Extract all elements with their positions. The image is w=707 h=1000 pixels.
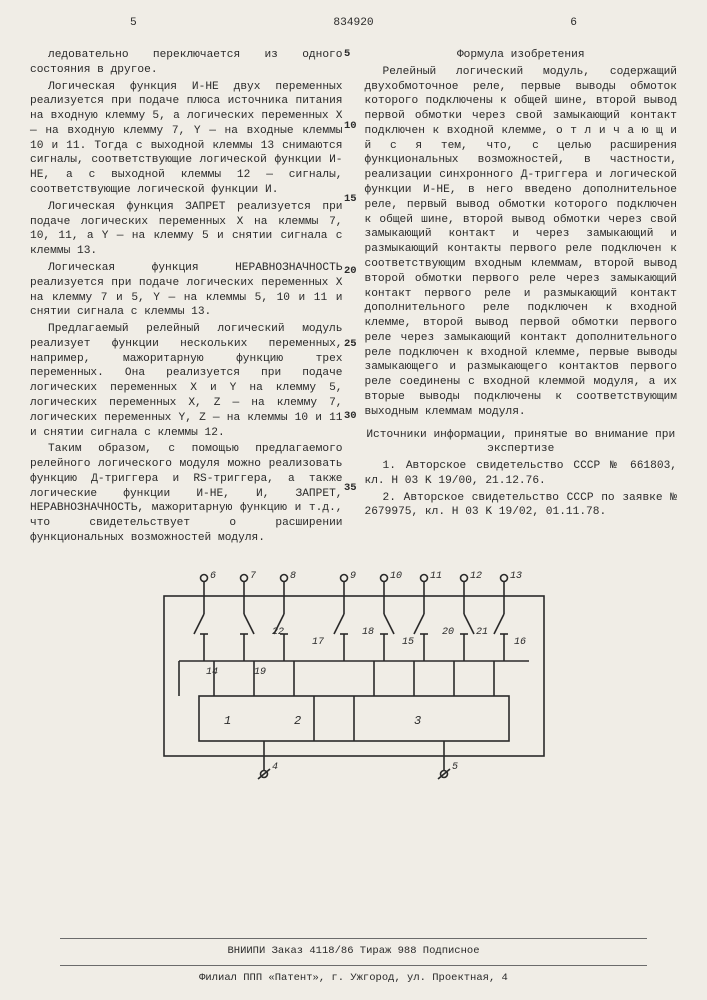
- paragraph: Логическая функция И-НЕ двух переменных …: [30, 80, 343, 198]
- svg-text:11: 11: [430, 571, 442, 582]
- svg-text:7: 7: [250, 571, 256, 582]
- paragraph: Предлагаемый релейный логический модуль …: [30, 322, 343, 440]
- footer-line: ВНИИПИ Заказ 4118/86 Тираж 988 Подписное: [0, 945, 707, 959]
- svg-text:3: 3: [414, 714, 421, 728]
- patent-number: 834920: [333, 16, 373, 31]
- line-number-marks: 5 10 15 20 25 30 35: [344, 48, 357, 495]
- svg-text:12: 12: [470, 571, 482, 582]
- svg-text:14: 14: [206, 667, 218, 678]
- svg-text:8: 8: [290, 571, 296, 582]
- svg-text:16: 16: [514, 637, 526, 648]
- svg-text:21: 21: [476, 627, 488, 638]
- footer-separator: [60, 938, 647, 939]
- svg-text:5: 5: [452, 762, 458, 773]
- svg-text:13: 13: [510, 571, 522, 582]
- paragraph: ледовательно переключается из одного сос…: [30, 48, 343, 78]
- claim-paragraph: Релейный логический модуль, содержащий д…: [365, 65, 678, 420]
- footer-line: Филиал ППП «Патент», г. Ужгород, ул. Про…: [0, 972, 707, 986]
- svg-text:1: 1: [224, 714, 231, 728]
- source-item: 2. Авторское свидетельство СССР по заявк…: [365, 491, 678, 521]
- line-mark: 20: [344, 265, 357, 277]
- source-item: 1. Авторское свидетельство СССР № 661803…: [365, 459, 678, 489]
- line-mark: 25: [344, 338, 357, 350]
- line-mark: 30: [344, 410, 357, 422]
- imprint-footer: ВНИИПИ Заказ 4118/86 Тираж 988 Подписное…: [0, 932, 707, 988]
- right-column: Формула изобретения Релейный логический …: [365, 48, 678, 548]
- line-mark: 5: [344, 48, 357, 60]
- claims-title: Формула изобретения: [365, 48, 678, 63]
- patent-page: 5 834920 6 5 10 15 20 25 30 35 ледовател…: [0, 0, 707, 1000]
- page-number-left: 5: [130, 16, 137, 31]
- paragraph: Логическая функция НЕРАВНОЗНАЧНОСТЬ реал…: [30, 261, 343, 320]
- paragraph: Логическая функция ЗАПРЕТ реализуется пр…: [30, 200, 343, 259]
- svg-text:4: 4: [272, 762, 278, 773]
- svg-text:2: 2: [294, 714, 301, 728]
- svg-text:15: 15: [402, 637, 414, 648]
- svg-text:10: 10: [390, 571, 402, 582]
- sources-title: Источники информации, принятые во вниман…: [365, 428, 678, 458]
- svg-text:18: 18: [362, 627, 374, 638]
- left-column: ледовательно переключается из одного сос…: [30, 48, 343, 548]
- svg-text:17: 17: [312, 637, 324, 648]
- circuit-diagram: 67891011121322171815202116141912345: [144, 566, 564, 796]
- svg-text:9: 9: [350, 571, 356, 582]
- svg-text:22: 22: [272, 627, 284, 638]
- footer-separator: [60, 965, 647, 966]
- svg-text:20: 20: [442, 627, 454, 638]
- svg-text:6: 6: [210, 571, 216, 582]
- line-mark: 35: [344, 482, 357, 494]
- paragraph: Таким образом, с помощью предлагаемого р…: [30, 442, 343, 545]
- svg-text:19: 19: [254, 667, 266, 678]
- line-mark: 15: [344, 193, 357, 205]
- line-mark: 10: [344, 120, 357, 132]
- page-number-right: 6: [570, 16, 577, 31]
